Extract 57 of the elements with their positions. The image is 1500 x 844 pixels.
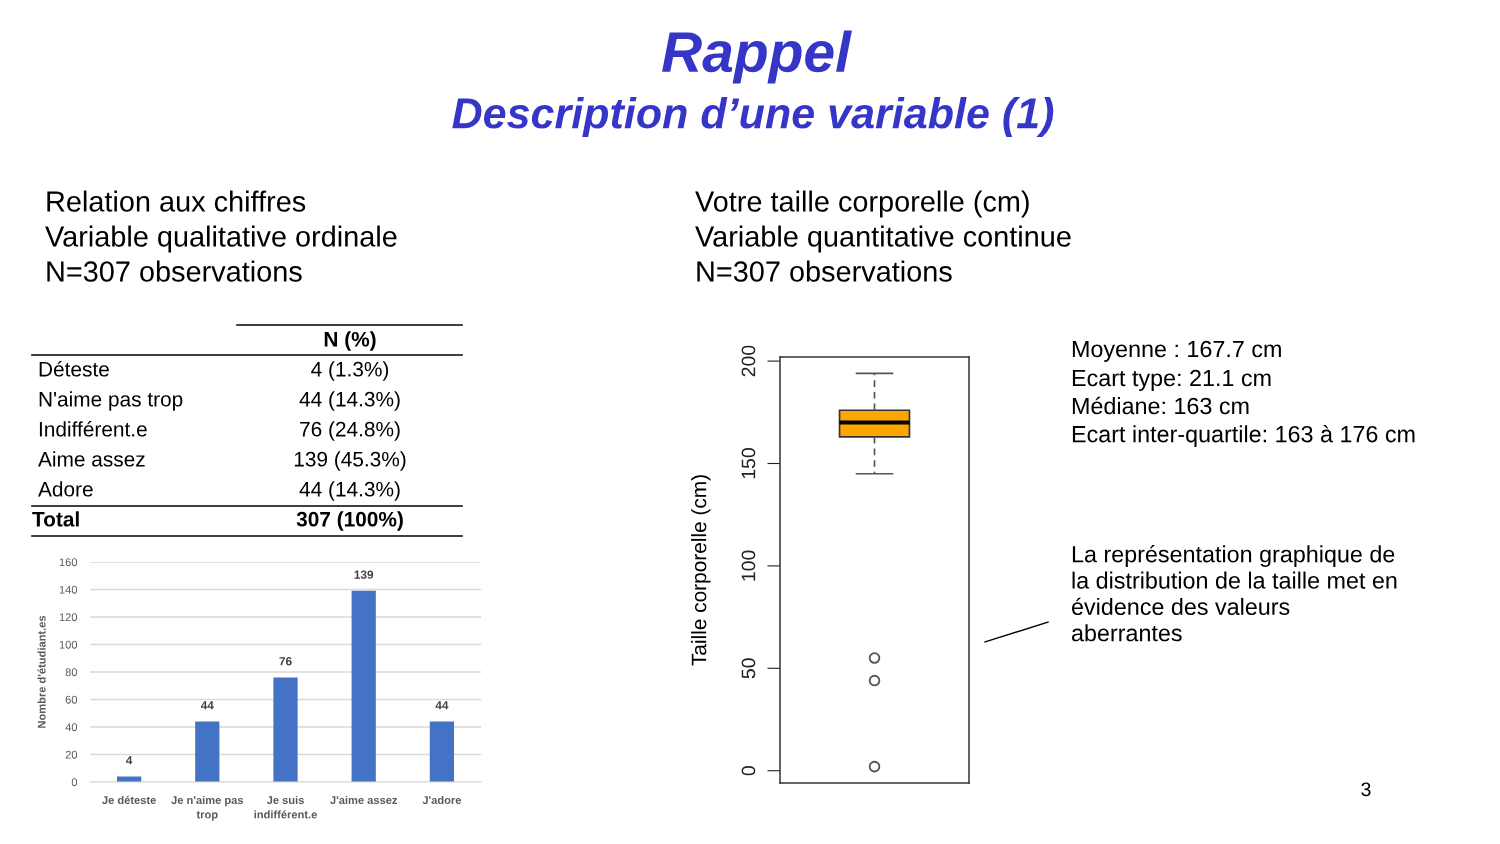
text: Aime assez [38, 451, 145, 467]
y-tick-label: 120 [59, 613, 78, 622]
y-axis-title: Nombre d'étudiant.es [37, 615, 46, 728]
bar [273, 677, 298, 782]
y-tick-label: 100 [741, 550, 756, 581]
data-label: 139 [354, 570, 374, 579]
text: 139 (45.3%) [294, 451, 406, 471]
text: Votre taille corporelle (cm) [695, 190, 1029, 218]
text: Déteste [39, 361, 109, 377]
text: Relation aux chiffres [47, 190, 306, 212]
text: Total [32, 511, 79, 527]
y-tick-label: 40 [65, 723, 78, 732]
text: N=307 observations [697, 260, 952, 282]
data-label: 76 [279, 657, 292, 666]
text: Moyenne : 167.7 cm [1072, 340, 1281, 362]
text: 44 (14.3%) [299, 481, 400, 501]
y-tick-label: 160 [59, 558, 78, 567]
data-label: 4 [126, 756, 133, 765]
x-tick-label: Je suis indifférent.e [254, 795, 317, 819]
text: Variable quantitative continue [695, 225, 1071, 253]
text: Ecart inter-quartile: 163 à 176 cm [1072, 424, 1415, 448]
x-tick-label: Je n'aime pas trop [171, 795, 244, 821]
text: 76 (24.8%) [300, 421, 400, 441]
text: Rappel [662, 30, 852, 84]
text: La représentation graphique de la distribution de la taille met en évidence des valeurs aberrantes [1071, 545, 1397, 642]
bar [351, 590, 376, 782]
y-tick-label: 20 [65, 750, 78, 759]
y-tick-label: 0 [741, 766, 756, 776]
data-label: 44 [435, 701, 449, 710]
y-axis-title: Taille corporelle (cm) [691, 475, 711, 666]
y-tick-label: 50 [741, 658, 756, 679]
text: Variable qualitative ordinale [45, 225, 397, 253]
y-tick-label: 80 [65, 668, 78, 677]
text: N (%) [324, 331, 376, 351]
bar [429, 721, 455, 782]
text: Adore [38, 481, 93, 497]
text: Indifférent.e [39, 421, 147, 437]
text: N=307 observations [47, 260, 302, 282]
text: 44 (14.3%) [299, 391, 400, 411]
text: 3 [1361, 782, 1371, 797]
text: Ecart type: 21.1 cm [1072, 369, 1271, 391]
y-tick-label: 200 [741, 345, 756, 377]
data-label: 44 [200, 701, 214, 710]
x-tick-label: J'aime assez [330, 795, 398, 805]
y-tick-label: 0 [71, 778, 78, 787]
x-tick-label: Je déteste [102, 795, 156, 805]
y-tick-label: 60 [65, 695, 78, 704]
text: Description d’une variable (1) [452, 96, 1054, 138]
text: 307 (100%) [296, 511, 403, 531]
y-tick-label: 100 [59, 640, 78, 649]
y-tick-label: 140 [59, 585, 78, 594]
x-tick-label: J'adore [422, 795, 462, 805]
text: N'aime pas trop [39, 391, 183, 411]
text: Médiane: 163 cm [1072, 396, 1249, 415]
bar [195, 721, 220, 782]
text: 4 (1.3%) [311, 361, 389, 381]
y-tick-label: 150 [741, 448, 756, 479]
